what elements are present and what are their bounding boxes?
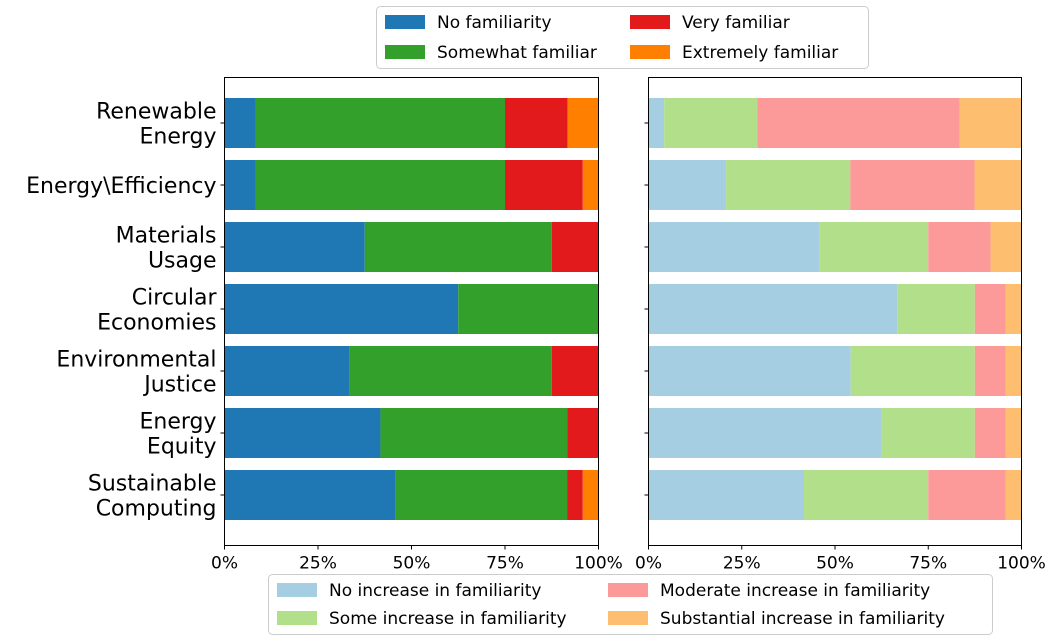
legend-swatch [630,45,670,59]
legend-swatch [630,15,670,29]
bar-segment [819,222,929,272]
bar-segment [224,284,459,334]
category-label: Materials [116,224,217,249]
bar-segment [567,470,583,520]
bar-segment [567,98,599,148]
x-tick-label: 25% [299,554,337,574]
bar-segment [551,222,599,272]
bar-segment [458,284,599,334]
x-tick-label: 75% [486,554,524,574]
category-label: Energy [139,125,216,150]
x-tick-label: 0% [635,554,662,574]
x-tick-label: 100% [997,554,1046,574]
category-label: Equity [147,435,217,460]
legend-swatch [277,611,317,625]
x-tick-label: 75% [909,554,947,574]
bar-segment [505,160,583,210]
bar-segment [850,346,975,396]
bar-segment [974,284,1006,334]
bar-segment [959,98,1022,148]
bar-segment [648,470,805,520]
x-tick-label: 50% [816,554,854,574]
bar-segment [990,222,1022,272]
legend-label: Somewhat familiar [437,43,597,63]
bar-segment [255,160,505,210]
category-label: Computing [96,497,217,522]
bar-segment [1005,346,1022,396]
category-label: Usage [148,249,217,274]
legend-1: No familiarity Somewhat familiar Very fami… [376,6,869,69]
category-label: Economies [97,311,216,336]
category-label: Justice [142,373,216,398]
x-tick-label: 0% [211,554,238,574]
bar-segment [928,470,1006,520]
legend-swatch [277,583,317,597]
category-label: Circular [132,286,218,311]
chart-panel-2: 0% 25% 50% 75% 100% [635,77,1046,574]
bar-segment [224,98,256,148]
bar-segment [664,98,758,148]
bar-segment [582,160,599,210]
category-label: Environmental [56,348,216,373]
x-tick-label: 50% [393,554,431,574]
legend-box [376,6,869,69]
bar-segment [648,222,820,272]
legend-swatch [608,583,648,597]
legend-label: Substantial increase in familiarity [660,609,945,629]
category-label: Renewable [96,100,216,125]
bar-segment [224,470,396,520]
bar-segment [551,346,599,396]
bar-segment [224,346,350,396]
bar-segment [224,160,256,210]
x-tick-label: 25% [723,554,761,574]
legend-2: No increase in familiarity Some increase … [268,574,993,635]
legend-label: Moderate increase in familiarity [660,581,930,601]
x-tick-label: 100% [574,554,623,574]
bar-segment [364,222,552,272]
bar-segment [648,408,882,458]
bar-segment [1005,408,1022,458]
legend-swatch [385,45,425,59]
bar-segment [726,160,851,210]
bar-segment [974,160,1022,210]
bar-segment [582,470,599,520]
bar-segment [505,98,568,148]
bar-segment [928,222,991,272]
category-label: Energy [139,410,216,435]
legend-label: Very familiar [682,13,790,33]
bar-segment [1005,470,1022,520]
bar-segment [224,222,365,272]
category-label: Energy\Efficiency [26,174,216,199]
bar-segment [380,408,568,458]
legend-swatch [385,15,425,29]
chart-panel-1: RenewableEnergyEnergy\EfficiencyMaterial… [26,77,623,574]
bar-segment [804,470,929,520]
category-label: Sustainable [88,472,217,497]
bar-segment [897,284,975,334]
legend-label: Some increase in familiarity [329,609,567,629]
legend-swatch [608,611,648,625]
bar-segment [648,160,727,210]
bar-segment [648,346,851,396]
bar-segment [974,408,1006,458]
bar-segment [395,470,568,520]
bar-segment [567,408,599,458]
bar-segment [648,98,665,148]
legend-label: Extremely familiar [682,43,838,63]
bar-segment [255,98,505,148]
bar-segment [757,98,960,148]
legend-label: No increase in familiarity [329,581,541,601]
bar-segment [974,346,1006,396]
bar-segment [648,284,898,334]
legend-label: No familiarity [437,13,552,33]
bar-segment [850,160,975,210]
bar-segment [881,408,975,458]
bar-segment [349,346,552,396]
bar-segment [1005,284,1022,334]
bar-segment [224,408,381,458]
